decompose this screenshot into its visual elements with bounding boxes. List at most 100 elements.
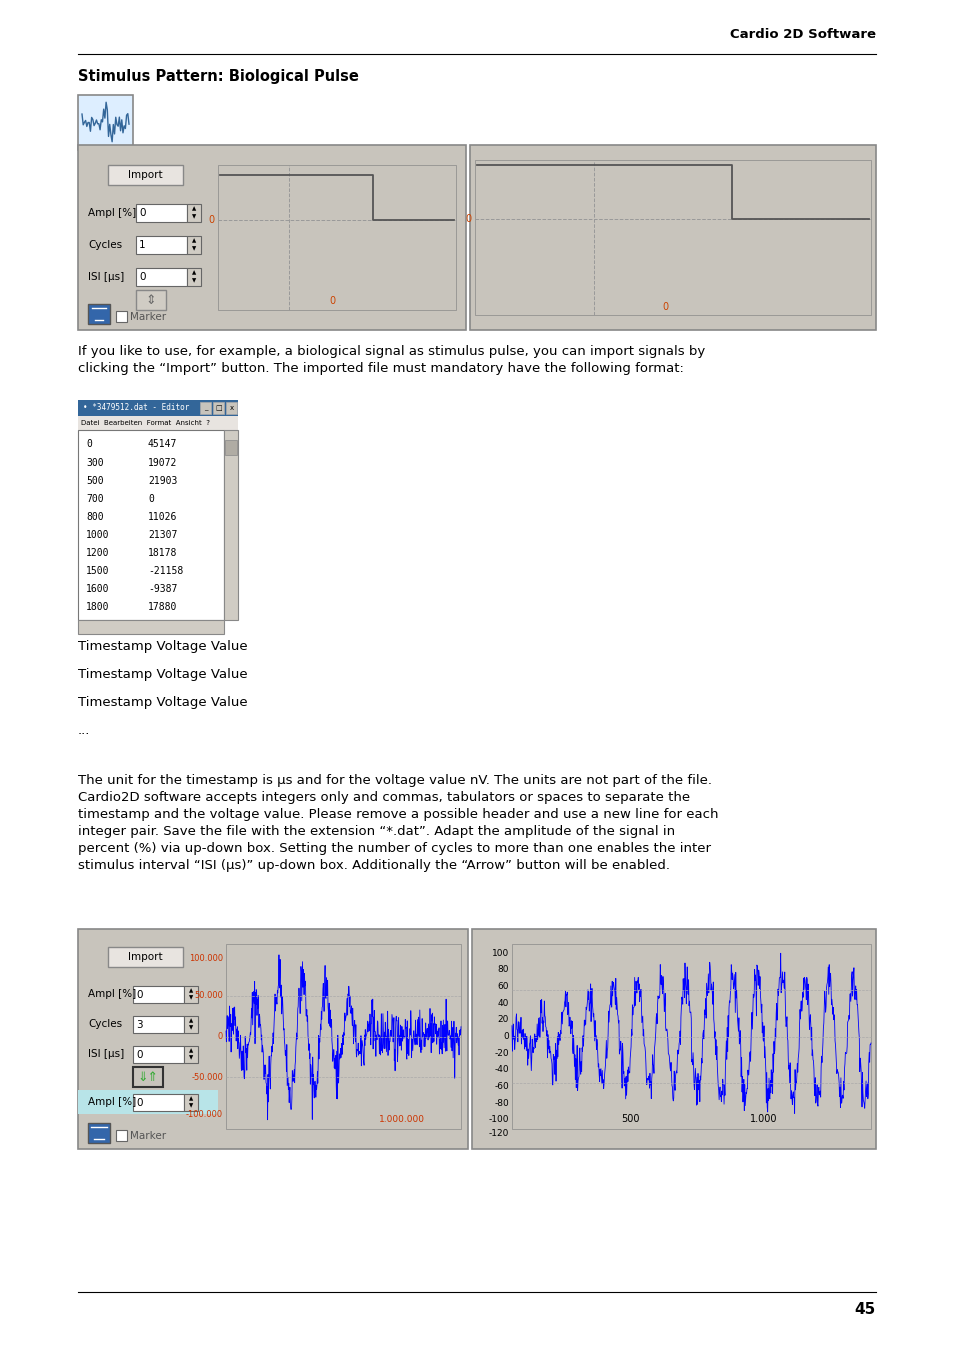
- Text: If you like to use, for example, a biological signal as stimulus pulse, you can : If you like to use, for example, a biolo…: [78, 346, 704, 375]
- Text: Marker: Marker: [130, 1131, 166, 1141]
- Text: 500: 500: [86, 475, 104, 486]
- Bar: [472, 929, 875, 1149]
- Bar: [187, 236, 201, 254]
- Text: Cycles: Cycles: [88, 1019, 122, 1029]
- Bar: [108, 946, 183, 967]
- Text: □: □: [215, 405, 222, 410]
- Text: 0: 0: [661, 302, 667, 312]
- Text: Datei  Bearbeiten  Format  Ansicht  ?: Datei Bearbeiten Format Ansicht ?: [81, 420, 210, 427]
- Bar: [78, 416, 237, 431]
- Bar: [132, 1017, 184, 1033]
- Text: 0: 0: [209, 215, 214, 225]
- Text: 17880: 17880: [148, 602, 177, 613]
- Text: 45: 45: [854, 1301, 875, 1318]
- Text: Timestamp Voltage Value: Timestamp Voltage Value: [78, 697, 248, 709]
- Text: ▼: ▼: [192, 247, 196, 251]
- Bar: [184, 1094, 198, 1111]
- Text: ▲: ▲: [192, 207, 196, 212]
- Text: _: _: [204, 405, 207, 410]
- Text: ▲: ▲: [189, 1018, 193, 1023]
- Bar: [88, 1123, 110, 1143]
- Text: 40: 40: [497, 999, 509, 1007]
- Text: -20: -20: [494, 1049, 509, 1057]
- Text: ▲: ▲: [189, 1048, 193, 1053]
- Text: Ampl [%]: Ampl [%]: [88, 208, 136, 217]
- Bar: [218, 165, 456, 310]
- Text: 21307: 21307: [148, 531, 177, 540]
- Bar: [224, 431, 237, 620]
- Text: Import: Import: [128, 952, 163, 963]
- Text: ⇕: ⇕: [146, 293, 156, 306]
- Text: 0: 0: [136, 1098, 142, 1107]
- Text: 0: 0: [217, 1031, 223, 1041]
- Bar: [187, 204, 201, 221]
- Text: 700: 700: [86, 494, 104, 504]
- Text: 1000: 1000: [86, 531, 110, 540]
- Text: 0: 0: [136, 1049, 142, 1060]
- Bar: [226, 402, 236, 414]
- Text: 0: 0: [86, 440, 91, 450]
- Text: 80: 80: [497, 965, 509, 975]
- Bar: [475, 161, 870, 315]
- Text: 1200: 1200: [86, 548, 110, 558]
- Text: ▼: ▼: [192, 215, 196, 220]
- Text: Timestamp Voltage Value: Timestamp Voltage Value: [78, 640, 248, 653]
- Text: Cardio 2D Software: Cardio 2D Software: [729, 27, 875, 40]
- Text: 20: 20: [497, 1015, 509, 1025]
- Bar: [78, 1089, 218, 1114]
- Text: ▼: ▼: [189, 1056, 193, 1061]
- Text: -40: -40: [494, 1065, 509, 1075]
- Text: ISI [µs]: ISI [µs]: [88, 271, 124, 282]
- Text: Timestamp Voltage Value: Timestamp Voltage Value: [78, 668, 248, 680]
- Text: -21158: -21158: [148, 566, 183, 576]
- Bar: [78, 144, 465, 329]
- Text: 100.000: 100.000: [189, 954, 223, 964]
- Text: -100: -100: [488, 1115, 509, 1125]
- Text: 21903: 21903: [148, 475, 177, 486]
- Bar: [187, 269, 201, 286]
- Bar: [184, 1017, 198, 1033]
- Bar: [226, 944, 460, 1129]
- Bar: [78, 400, 237, 416]
- Text: ISI [µs]: ISI [µs]: [88, 1049, 124, 1058]
- Text: 800: 800: [86, 512, 104, 522]
- Text: 18178: 18178: [148, 548, 177, 558]
- Text: Marker: Marker: [130, 312, 166, 323]
- Bar: [200, 402, 211, 414]
- Text: Stimulus Pattern: Biological Pulse: Stimulus Pattern: Biological Pulse: [78, 69, 358, 84]
- Bar: [116, 1130, 127, 1141]
- Bar: [116, 310, 127, 323]
- Text: 1800: 1800: [86, 602, 110, 613]
- Bar: [78, 620, 224, 634]
- Text: 0: 0: [465, 213, 472, 224]
- Text: 1600: 1600: [86, 585, 110, 594]
- Bar: [78, 95, 132, 150]
- Bar: [136, 269, 187, 286]
- Bar: [470, 144, 875, 329]
- Bar: [136, 236, 187, 254]
- Bar: [184, 1046, 198, 1062]
- Text: 1.000.000: 1.000.000: [379, 1115, 425, 1125]
- Text: 0: 0: [329, 296, 335, 306]
- Text: ▼: ▼: [192, 278, 196, 283]
- Text: Ampl [%]: Ampl [%]: [88, 990, 136, 999]
- Bar: [136, 290, 166, 310]
- Text: 300: 300: [86, 458, 104, 467]
- Text: 0: 0: [136, 990, 142, 999]
- Text: ...: ...: [78, 724, 91, 737]
- Text: 0: 0: [503, 1031, 509, 1041]
- Text: ▼: ▼: [189, 1026, 193, 1031]
- Text: 60: 60: [497, 981, 509, 991]
- Text: ⇓⇑: ⇓⇑: [137, 1071, 158, 1084]
- Text: -120: -120: [488, 1130, 509, 1138]
- Text: 3: 3: [136, 1019, 143, 1030]
- Text: ▲: ▲: [189, 988, 193, 994]
- Text: 1500: 1500: [86, 566, 110, 576]
- Text: 0: 0: [148, 494, 153, 504]
- Bar: [184, 986, 198, 1003]
- Text: Cycles: Cycles: [88, 240, 122, 250]
- Bar: [225, 440, 236, 455]
- Text: ▲: ▲: [189, 1096, 193, 1102]
- Text: -100.000: -100.000: [186, 1110, 223, 1119]
- Bar: [78, 929, 468, 1149]
